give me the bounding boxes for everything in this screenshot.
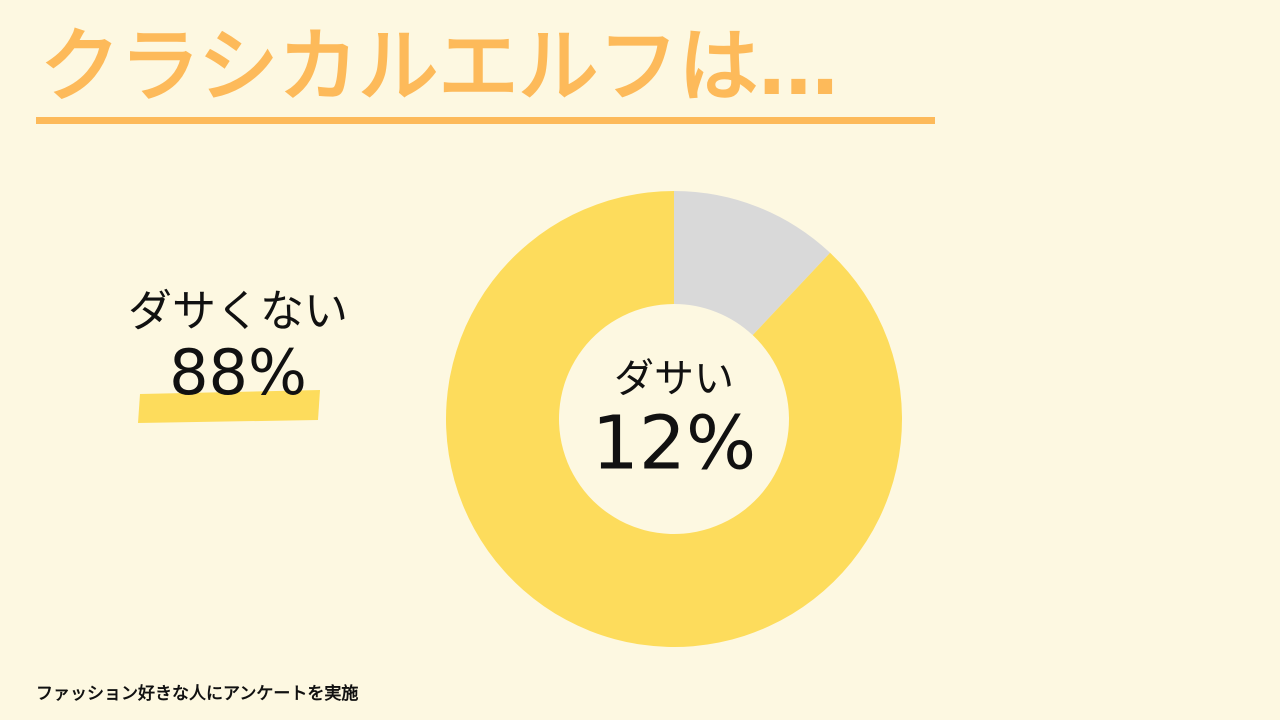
category-label: ダサくない (128, 286, 348, 337)
donut-segment (446, 191, 902, 648)
footnote: ファッション好きな人にアンケートを実施 (36, 683, 358, 704)
donut-segment (674, 191, 831, 336)
title-underline (36, 117, 935, 124)
value-label: 88% (169, 336, 307, 409)
value-label: 12% (592, 401, 756, 487)
category-label: ダサい (614, 356, 734, 402)
chart-title: クラシカルエルフは… (40, 20, 838, 113)
label-highlight (138, 390, 320, 423)
